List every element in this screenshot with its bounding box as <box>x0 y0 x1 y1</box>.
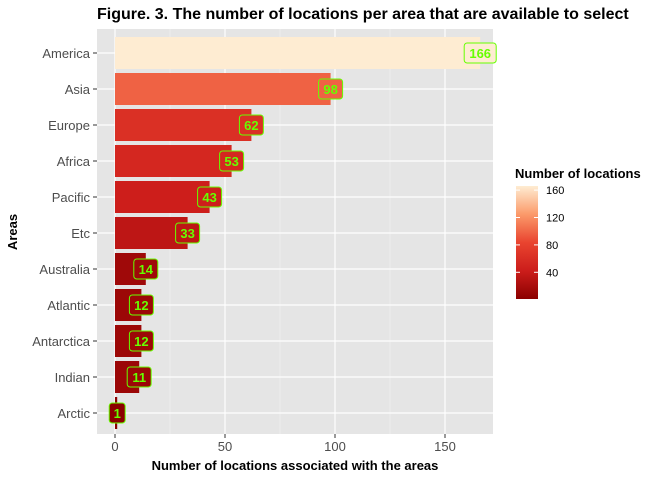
x-tick-label: 50 <box>218 439 232 454</box>
data-label-box <box>463 42 497 64</box>
legend-tick-label: 120 <box>546 213 564 225</box>
y-tick-label: Australia <box>39 262 90 277</box>
bar <box>115 109 252 141</box>
data-label-text: 43 <box>202 190 216 205</box>
data-label: 166 <box>463 42 497 64</box>
data-label: 62 <box>238 114 264 136</box>
data-label: 98 <box>318 78 344 100</box>
legend-tick-label: 40 <box>546 267 558 279</box>
x-tick-label: 150 <box>434 439 456 454</box>
y-tick-label: Indian <box>55 370 90 385</box>
bar <box>115 145 232 177</box>
x-axis: 0 50 100 150 <box>111 434 456 454</box>
y-tick-label: Etc <box>71 226 90 241</box>
data-label: 12 <box>128 330 154 352</box>
y-tick-label: Arctic <box>58 406 91 421</box>
y-tick-label: Pacific <box>52 190 91 205</box>
data-label-box <box>128 294 154 316</box>
data-label-box <box>219 150 245 172</box>
x-tick-label: 0 <box>111 439 118 454</box>
x-tick-label: 100 <box>324 439 346 454</box>
legend-tick-label: 160 <box>546 185 564 197</box>
data-label-text: 33 <box>180 226 194 241</box>
bar <box>115 73 331 105</box>
legend: Number of locations 40 80 120 160 <box>515 166 641 299</box>
data-label-box <box>128 330 154 352</box>
data-label-text: 11 <box>132 370 146 385</box>
bar <box>115 37 481 69</box>
data-label-box <box>126 366 152 388</box>
legend-colorbar <box>516 186 538 299</box>
data-label: 43 <box>197 186 223 208</box>
data-label: 53 <box>219 150 245 172</box>
data-label-box <box>318 78 344 100</box>
data-label-box <box>175 222 201 244</box>
data-label-text: 166 <box>469 46 491 61</box>
data-label: 33 <box>175 222 201 244</box>
data-label-box <box>133 258 159 280</box>
y-tick-label: America <box>42 46 90 61</box>
data-label-text: 53 <box>224 154 238 169</box>
data-label-text: 14 <box>139 262 154 277</box>
y-axis-title: Areas <box>5 214 20 250</box>
y-axis: America Asia Europe Africa Pacific Etc Austral… <box>32 46 97 421</box>
y-tick-label: Africa <box>57 154 91 169</box>
legend-tick-label: 80 <box>546 240 558 252</box>
data-label-box <box>197 186 223 208</box>
data-label-box <box>108 402 126 424</box>
data-label: 12 <box>128 294 154 316</box>
data-label: 11 <box>126 366 152 388</box>
data-label-text: 98 <box>323 82 337 97</box>
data-label-text: 12 <box>134 334 148 349</box>
data-label-text: 1 <box>114 406 121 421</box>
legend-ticks: 40 80 120 160 <box>516 185 564 279</box>
y-tick-label: Europe <box>48 118 90 133</box>
data-label-text: 12 <box>134 298 148 313</box>
chart-title: Figure. 3. The number of locations per a… <box>97 6 629 23</box>
y-tick-label: Atlantic <box>47 298 90 313</box>
data-label-text: 62 <box>244 118 258 133</box>
data-label-box <box>238 114 264 136</box>
bar <box>115 181 210 213</box>
y-tick-label: Antarctica <box>32 334 91 349</box>
data-label: 14 <box>133 258 159 280</box>
y-tick-label: Asia <box>65 82 91 97</box>
bars <box>115 37 481 429</box>
x-axis-title: Number of locations associated with the … <box>152 458 439 473</box>
data-label: 1 <box>108 402 126 424</box>
legend-title: Number of locations <box>515 166 641 181</box>
